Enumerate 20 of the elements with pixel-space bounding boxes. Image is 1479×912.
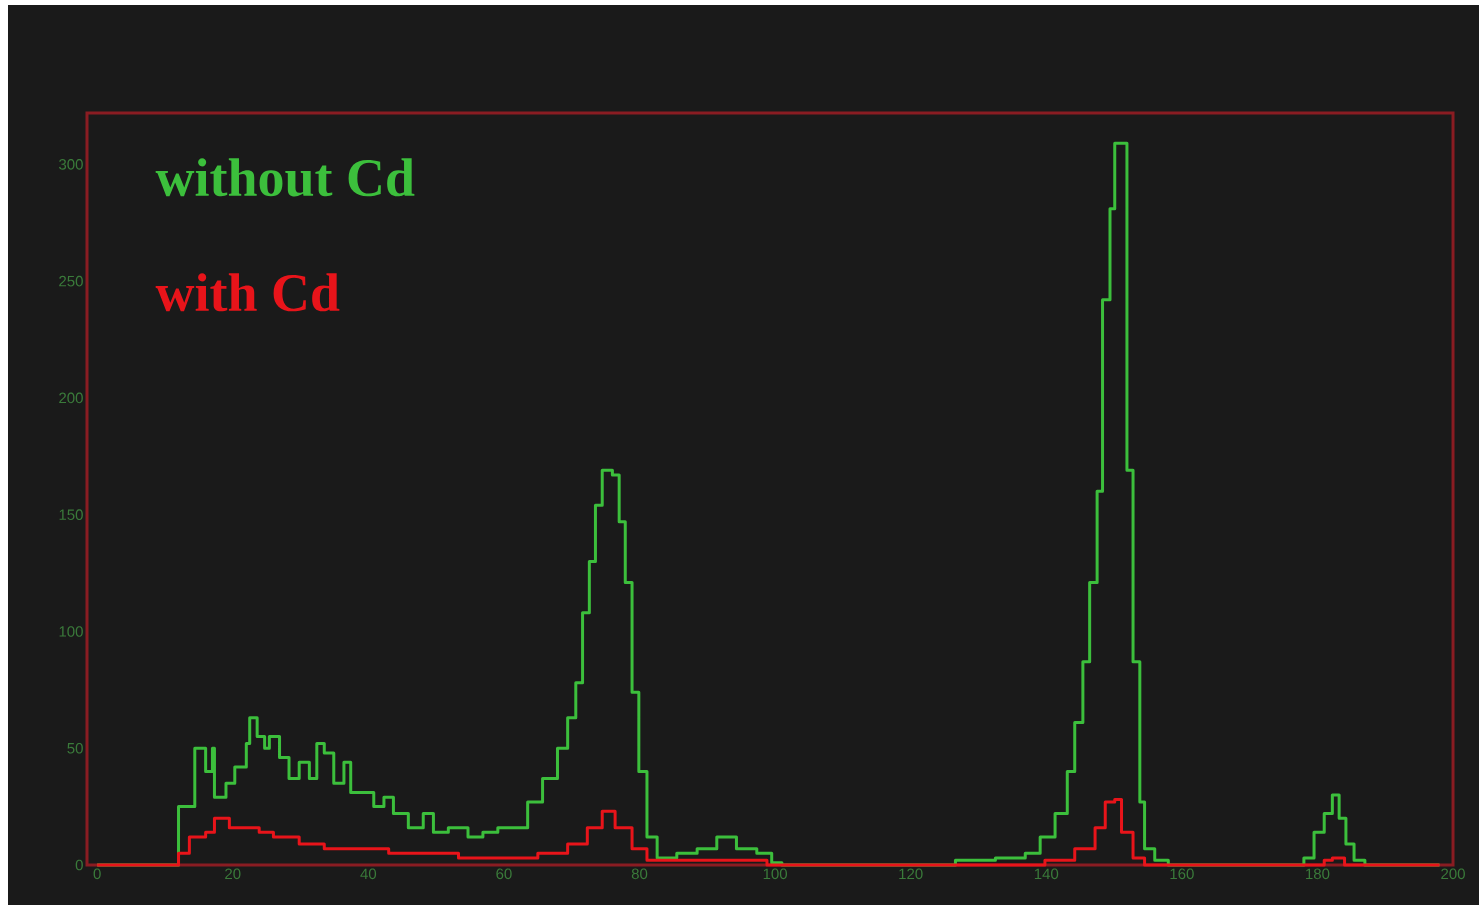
x-tick-label: 40 [360,868,377,880]
x-tick-label: 180 [1306,868,1330,880]
y-tick-label: 100 [59,626,83,637]
x-tick-label: 80 [631,868,648,880]
text: with Cd [155,273,340,312]
x-tick-label: 60 [496,868,512,880]
y-tick-label: 300 [59,159,83,170]
y-tick-label: 150 [59,509,83,520]
y-tick-label: 250 [59,275,83,287]
y-tick-label: 200 [59,392,83,404]
y-tick-label: 50 [67,742,83,754]
y-tick-label: 0 [75,859,83,871]
text: without Cd [155,158,415,197]
x-tick-label: 160 [1170,868,1194,880]
x-tick-label: 100 [763,868,788,880]
x-tick-label: 140 [1034,868,1059,880]
x-tick-label: 0 [93,868,101,880]
x-tick-label: 200 [1441,868,1465,880]
x-tick-label: 20 [225,868,241,880]
x-tick-label: 120 [899,868,923,880]
